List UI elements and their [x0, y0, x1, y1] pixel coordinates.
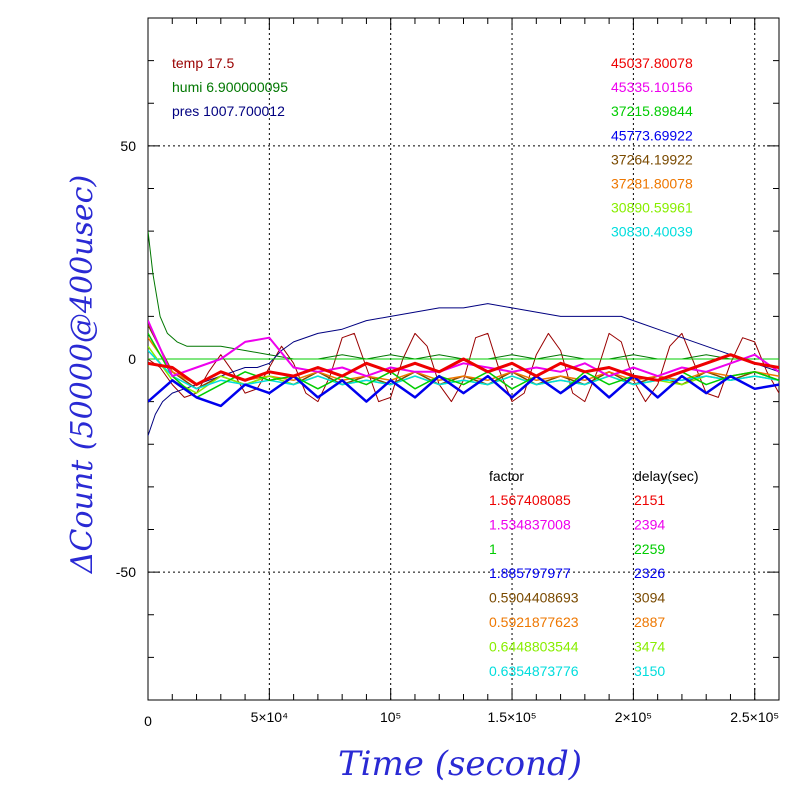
mean-label-0: 45037.80078: [611, 55, 693, 71]
mean-label-2: 37215.89844: [611, 103, 693, 119]
factor-value-4: 0.5904408693: [489, 590, 579, 606]
x-tick-label-1: 5×10⁴: [251, 709, 289, 725]
mean-label-6: 30890.59961: [611, 200, 693, 216]
y-tick-label-2: -50: [116, 564, 136, 580]
delay-value-6: 3474: [634, 638, 665, 654]
y-tick-labels: 50 0 -50: [116, 138, 136, 580]
mean-label-3: 45773.69922: [611, 127, 693, 143]
delay-value-2: 2259: [634, 541, 665, 557]
factor-value-0: 1.567408085: [489, 492, 571, 508]
environment-legend: temp 17.5 humi 6.900000095 pres 1007.70001…: [172, 55, 288, 119]
factor-value-1: 1.534837008: [489, 516, 571, 532]
delay-value-1: 2394: [634, 516, 665, 532]
x-tick-label-4: 2×10⁵: [615, 709, 652, 725]
mean-label-5: 37281.80078: [611, 176, 693, 192]
factor-value-2: 1: [489, 541, 497, 557]
x-tick-label-0: 0: [144, 713, 152, 729]
delay-value-7: 3150: [634, 663, 665, 679]
env-label-0: temp 17.5: [172, 55, 234, 71]
series-lines: [148, 231, 779, 436]
mean-label-1: 45335.10156: [611, 79, 693, 95]
y-tick-label-1: 0: [128, 351, 136, 367]
x-tick-labels: 0 5×10⁴ 10⁵ 1.5×10⁵ 2×10⁵ 2.5×10⁵: [144, 709, 779, 729]
delay-header: delay(sec): [634, 468, 699, 484]
x-axis-title: Time (second): [338, 744, 582, 784]
x-tick-label-2: 10⁵: [380, 709, 401, 725]
mean-label-4: 37264.19922: [611, 151, 693, 167]
delay-value-3: 2326: [634, 565, 665, 581]
factor-value-6: 0.6448803544: [489, 638, 579, 654]
factor-delay-table: 1.567408085 2151 1.534837008 2394 1 2259 1.885…: [489, 492, 665, 679]
series-line-3: [148, 374, 779, 408]
series-mean-legend: 45037.80078 45335.10156 37215.89844 45773.6…: [611, 55, 693, 240]
factor-header: factor: [489, 468, 524, 484]
env-label-1: humi 6.900000095: [172, 79, 288, 95]
minor-ticks: [147, 17, 780, 701]
env-label-2: pres 1007.700012: [172, 103, 285, 119]
x-tick-label-5: 2.5×10⁵: [730, 709, 779, 725]
factor-value-7: 0.6354873776: [489, 663, 579, 679]
mean-label-7: 30830.40039: [611, 224, 693, 240]
x-tick-label-3: 1.5×10⁵: [488, 709, 537, 725]
env-line-humi: [148, 231, 779, 360]
delay-value-5: 2887: [634, 614, 665, 630]
factor-value-5: 0.5921877623: [489, 614, 579, 630]
series-line-7: [148, 349, 779, 390]
series-line-1: [148, 320, 779, 378]
series-line-0: [148, 353, 779, 387]
y-axis-title: ΔCount (50000@400usec): [65, 175, 100, 574]
factor-value-3: 1.885797977: [489, 565, 571, 581]
y-tick-label-0: 50: [120, 138, 136, 154]
delay-value-0: 2151: [634, 492, 665, 508]
delay-value-4: 3094: [634, 590, 665, 606]
